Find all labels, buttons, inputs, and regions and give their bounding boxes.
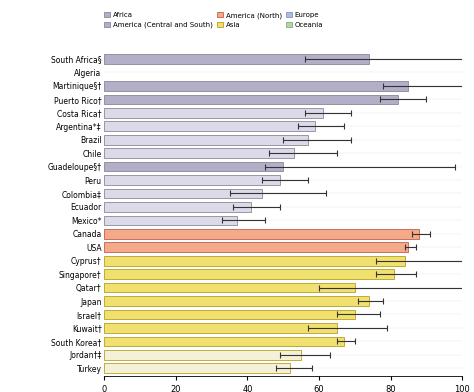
Bar	[104, 283, 355, 292]
Bar	[104, 135, 308, 145]
Bar	[104, 242, 409, 252]
Bar	[104, 122, 315, 131]
Bar	[104, 256, 405, 265]
Bar	[104, 94, 398, 104]
Bar	[104, 162, 283, 171]
Bar	[104, 363, 291, 373]
Bar	[104, 202, 251, 212]
Bar	[104, 189, 262, 198]
Bar	[104, 216, 237, 225]
Bar	[104, 296, 369, 306]
Bar	[104, 81, 409, 91]
Bar	[104, 336, 344, 346]
Bar	[104, 148, 294, 158]
Bar	[104, 310, 355, 319]
Bar	[104, 108, 323, 118]
Bar	[104, 175, 280, 185]
Bar	[104, 269, 394, 279]
Bar	[104, 229, 419, 239]
Bar	[104, 54, 369, 64]
Legend: Africa, America (Central and South), America (North), Asia, Europe, Oceania: Africa, America (Central and South), Ame…	[104, 12, 323, 28]
Bar	[104, 323, 337, 333]
Bar	[104, 350, 301, 359]
